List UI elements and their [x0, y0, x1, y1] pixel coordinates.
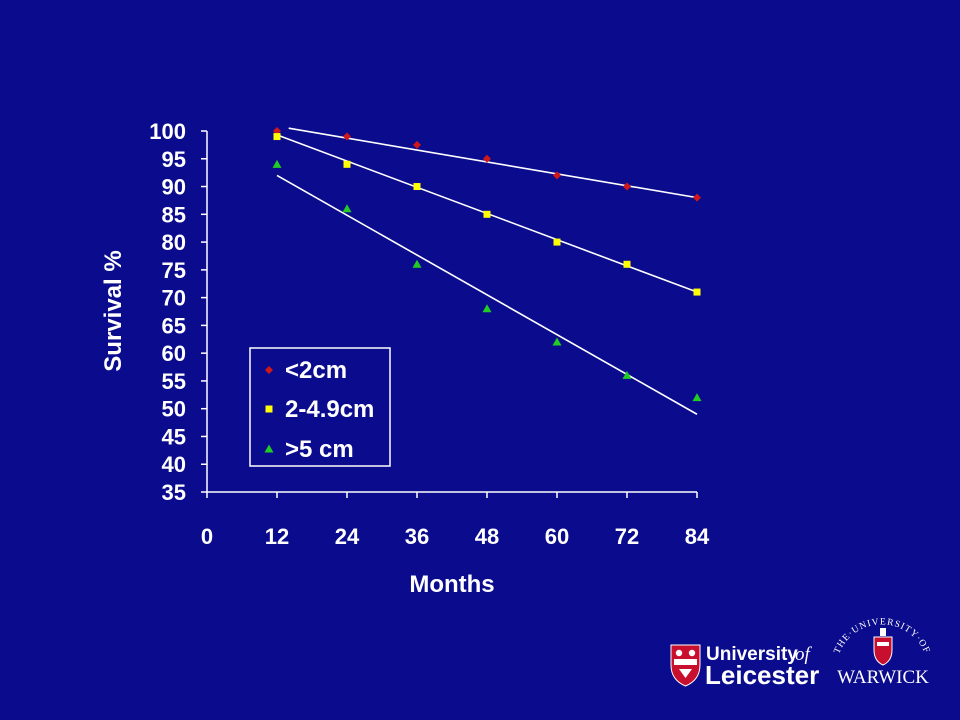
- x-tick-label: 60: [545, 524, 569, 549]
- data-point-series-1: [623, 182, 631, 191]
- legend-label-small: <2cm: [285, 357, 347, 384]
- x-tick-label: 72: [615, 524, 639, 549]
- data-point-series-2: [553, 238, 561, 246]
- shield-rose-left-icon: [675, 649, 683, 657]
- legend: <2cm 2-4.9cm >5 cm: [249, 347, 391, 467]
- legend-marker-series-2: [265, 405, 273, 413]
- data-point-series-2: [413, 183, 421, 191]
- y-tick-label: 40: [162, 452, 186, 477]
- y-tick-label: 50: [162, 397, 186, 422]
- x-tick-label: 12: [265, 524, 289, 549]
- data-point-series-3: [342, 204, 352, 213]
- data-point-series-1: [413, 140, 421, 149]
- shield-rose-right-icon: [688, 649, 696, 657]
- legend-markers: [264, 366, 274, 453]
- y-tick-label: 90: [162, 175, 186, 200]
- data-point-series-1: [343, 132, 351, 141]
- y-tick-label: 100: [149, 119, 186, 144]
- warwick-logo: THE·UNIVERSITY·OF WARWICK: [832, 617, 930, 688]
- legend-box: [249, 347, 391, 467]
- data-point-series-2: [623, 260, 631, 268]
- shield-banner-icon: [674, 659, 697, 665]
- data-point-series-3: [552, 337, 562, 346]
- y-tick-label: 45: [162, 424, 186, 449]
- y-axis-title: Survival %: [100, 250, 127, 371]
- warwick-name: WARWICK: [837, 667, 929, 688]
- y-tick-label: 70: [162, 286, 186, 311]
- y-tick-label: 75: [162, 258, 186, 283]
- warwick-crest-bar-icon: [877, 642, 889, 646]
- legend-label-large: >5 cm: [285, 436, 354, 463]
- data-point-series-3: [622, 370, 632, 379]
- x-axis-title: Months: [409, 571, 494, 598]
- data-point-series-3: [692, 393, 702, 402]
- y-tick-label: 85: [162, 202, 186, 227]
- y-tick-label: 60: [162, 341, 186, 366]
- y-tick-label: 55: [162, 369, 186, 394]
- leicester-word-leicester: Leicester: [705, 660, 819, 690]
- x-tick-label: 36: [405, 524, 429, 549]
- x-tick-label: 24: [335, 524, 360, 549]
- data-point-series-2: [273, 133, 281, 141]
- data-point-series-3: [272, 159, 282, 168]
- data-point-series-2: [693, 288, 701, 296]
- leicester-word-of: of: [795, 644, 813, 665]
- data-point-series-3: [412, 259, 422, 268]
- x-tick-label: 0: [201, 524, 213, 549]
- x-tick-label: 48: [475, 524, 499, 549]
- y-tick-label: 80: [162, 230, 186, 255]
- data-point-series-2: [343, 160, 351, 168]
- y-tick-label: 35: [162, 480, 186, 505]
- legend-label-medium: 2-4.9cm: [285, 396, 374, 423]
- data-point-series-2: [483, 210, 491, 218]
- data-point-series-3: [482, 304, 492, 313]
- legend-marker-series-3: [264, 444, 274, 453]
- legend-marker-series-1: [265, 366, 273, 374]
- x-tick-label: 84: [685, 524, 710, 549]
- leicester-word-university: University: [706, 644, 798, 665]
- leicester-shield-icon: [670, 644, 701, 687]
- y-tick-label: 95: [162, 147, 186, 172]
- data-point-series-1: [273, 127, 281, 135]
- warwick-crest-tower-icon: [880, 628, 886, 636]
- shield-chevron-icon: [679, 669, 692, 678]
- y-tick-label: 65: [162, 313, 186, 338]
- data-point-series-1: [553, 171, 561, 180]
- warwick-crest-icon: [873, 636, 893, 666]
- data-point-series-1: [483, 154, 491, 163]
- data-point-series-1: [693, 193, 701, 202]
- leicester-logo: University of Leicester: [670, 644, 819, 690]
